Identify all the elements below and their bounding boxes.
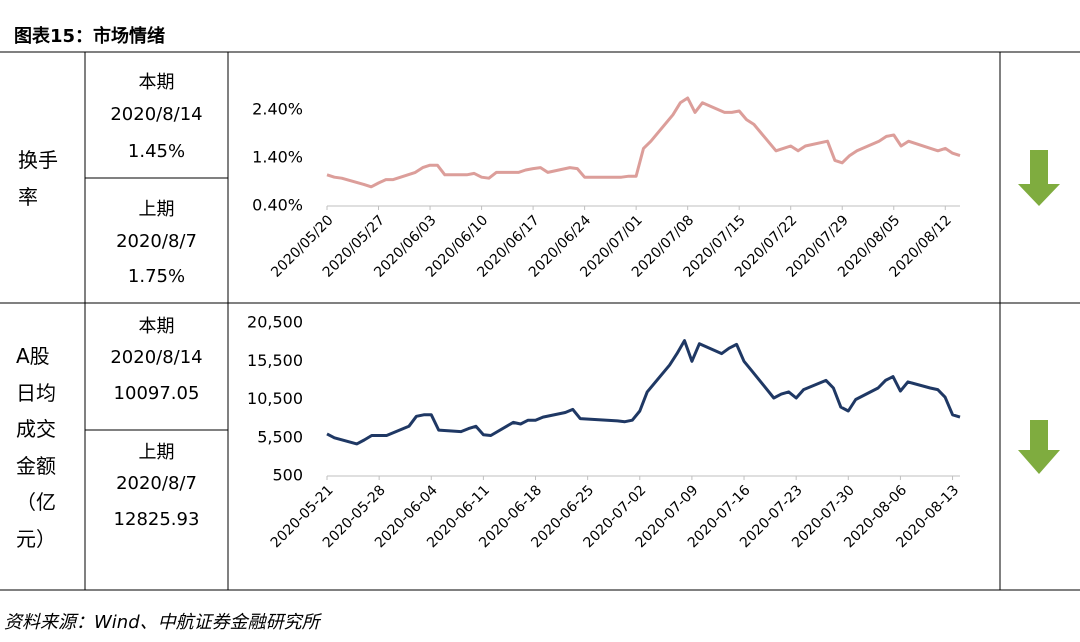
down-arrow xyxy=(1018,420,1060,474)
date: 2020/8/14 xyxy=(110,104,203,125)
down-arrow xyxy=(1018,150,1060,206)
period: 本期 xyxy=(138,72,175,93)
y-tick-label: 20,500 xyxy=(247,313,303,332)
date: 2020/8/7 xyxy=(116,231,197,252)
row-label: 换手率 xyxy=(18,148,58,209)
value: 1.45% xyxy=(127,141,186,162)
period: 上期 xyxy=(138,442,175,463)
source: 资料来源：Wind、中航证券金融研究所 xyxy=(4,612,320,633)
y-tick-label: 0.40% xyxy=(252,196,303,215)
date: 2020/8/7 xyxy=(116,473,197,494)
y-tick-label: 15,500 xyxy=(247,351,303,370)
value: 12825.93 xyxy=(113,509,200,530)
y-tick-label: 1.40% xyxy=(252,148,303,167)
period: 本期 xyxy=(138,316,175,337)
y-tick-label: 500 xyxy=(272,466,303,485)
y-tick-label: 5,500 xyxy=(257,427,303,446)
data-line xyxy=(326,339,961,446)
data-line xyxy=(326,96,961,189)
table-lines xyxy=(0,51,1080,591)
date: 2020/8/14 xyxy=(110,347,203,368)
y-tick-label: 2.40% xyxy=(252,100,303,119)
value: 10097.05 xyxy=(113,383,200,404)
y-tick-label: 10,500 xyxy=(247,389,303,408)
title: 图表15：市场情绪 xyxy=(14,26,166,47)
period: 上期 xyxy=(138,199,175,220)
row-label: A股日均成交金额（亿元） xyxy=(16,344,56,551)
value: 1.75% xyxy=(127,266,186,287)
